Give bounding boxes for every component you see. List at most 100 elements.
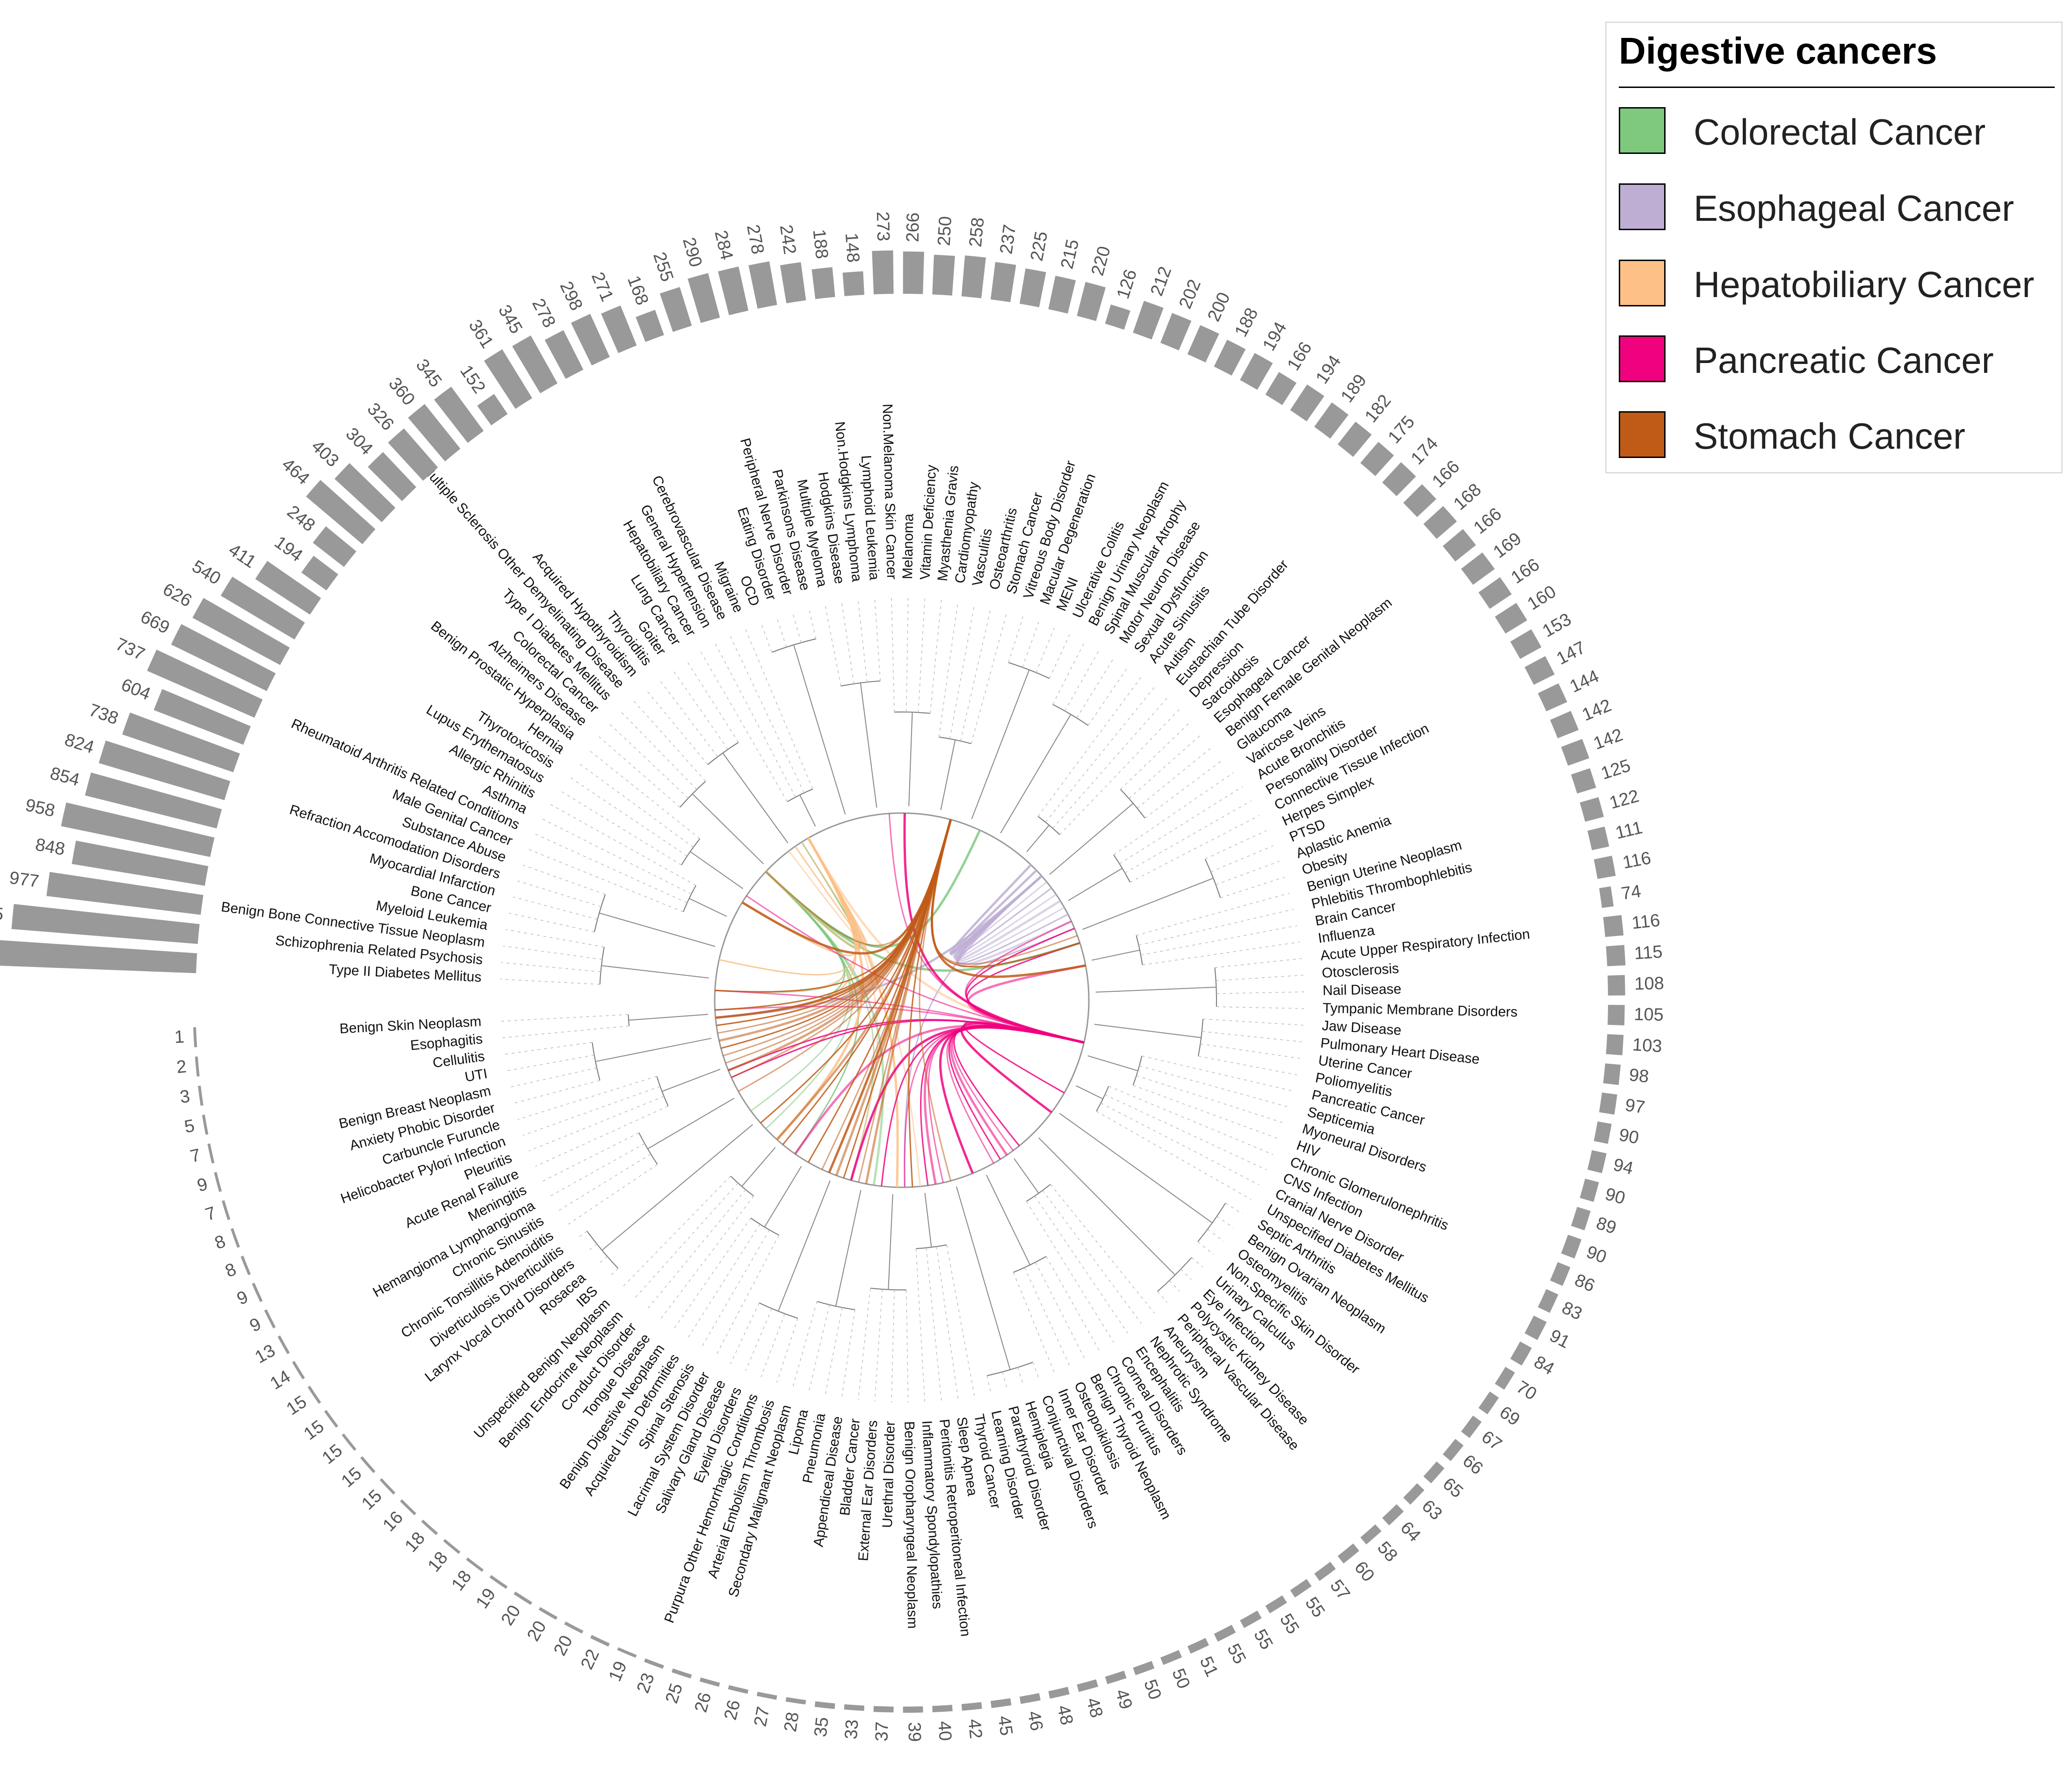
dendrogram-stem: [1076, 1085, 1103, 1099]
count-bar-parkinsons-disease: [718, 266, 749, 315]
count-bar-alzheimers-disease: [306, 480, 376, 545]
count-bar-parathyroid-disorder: [1077, 1679, 1098, 1692]
count-bar-acute-sinusitis: [1314, 402, 1349, 439]
count-bar-thyroiditis: [434, 386, 484, 443]
disease-label-non-melanoma-skin-cancer: Non.Melanoma Skin Cancer: [879, 404, 899, 580]
dendrogram-leaf: [915, 1248, 925, 1402]
dendrogram-stem: [647, 1098, 735, 1149]
count-label-benign-skin-neoplasm: 1: [174, 1027, 185, 1047]
dendrogram-stem: [971, 669, 1030, 820]
dendrogram-stem: [835, 1190, 862, 1307]
count-bar-non-melanoma-skin-cancer: [872, 250, 894, 295]
dendrogram-leaf: [730, 1302, 760, 1365]
count-label-conjunctival-disorders: 50: [1140, 1677, 1165, 1702]
disease-label-tympanic-membrane-disorders: Tympanic Membrane Disorders: [1322, 1001, 1517, 1020]
count-bar-acute-renal-failure: [252, 1282, 263, 1302]
count-label-chronic-pruritus: 55: [1250, 1626, 1276, 1653]
dendrogram-leaf: [598, 1256, 608, 1265]
dendrogram-leaf: [509, 1067, 597, 1088]
legend-item-pancreatic: Pancreatic Cancer: [1619, 334, 2058, 385]
count-label-cellulitis: 3: [179, 1086, 191, 1107]
count-bar-hernia: [301, 556, 339, 591]
count-label-benign-thyroid-neoplasm: 55: [1223, 1641, 1250, 1667]
dendrogram-leaf: [1139, 1065, 1290, 1108]
count-label-ibs: 15: [358, 1486, 386, 1514]
dendrogram-leaf: [1203, 1018, 1304, 1026]
count-label-colorectal-cancer: 403: [307, 436, 342, 471]
count-bar-benign-digestive-neoplasm: [489, 1575, 508, 1589]
count-bar-septic-arthritis: [1495, 1366, 1515, 1390]
count-bar-benign-breast-neoplasm: [207, 1143, 215, 1164]
count-bar-eustachian-tube-disorder: [1360, 442, 1394, 476]
chord-colorectal-cancer-to-hepatobiliary-cancer: [765, 837, 863, 949]
count-label-myasthenia-gravis: 258: [966, 217, 988, 248]
count-bar-lupus-erythematosus: [220, 576, 305, 640]
count-bar-rheumatoid-arthritis-related-conditions: [147, 649, 263, 718]
legend-label-esophageal: Esophageal Cancer: [1694, 188, 2014, 229]
count-bar-carbuncle-furuncle: [222, 1200, 231, 1221]
dendrogram-leaf: [672, 1218, 751, 1331]
legend: Digestive cancers Colorectal Cancer Esop…: [1605, 22, 2063, 473]
count-bar-ulcerative-colitis: [1187, 325, 1219, 363]
dendrogram-leaf: [825, 605, 841, 686]
dendrogram-leaf: [949, 604, 975, 739]
dendrogram-stem: [1049, 803, 1134, 875]
count-label-refraction-accomodation-disorders: 824: [62, 730, 96, 757]
dendrogram-leaf: [825, 1307, 843, 1396]
count-label-cerebrovascular-disease: 298: [556, 278, 586, 313]
count-label-thyroiditis: 345: [412, 356, 446, 391]
count-label-diverticulosis-diverticulitis: 15: [300, 1417, 328, 1444]
count-bar-tympanic-membrane-disorders: [1608, 1005, 1625, 1025]
dendrogram-leaf: [1052, 698, 1168, 829]
count-label-larynx-vocal-chord-disorders: 15: [319, 1440, 346, 1468]
count-bar-stomach-cancer: [1077, 282, 1106, 321]
dendrogram-stem: [692, 793, 764, 865]
count-label-thyroid-cancer: 46: [1024, 1709, 1047, 1732]
count-label-chronic-sinusitis: 14: [267, 1366, 294, 1394]
dendrogram-leaf: [621, 712, 697, 790]
dendrogram-leaf: [1216, 974, 1304, 981]
count-bar-male-genital-cancer: [153, 689, 251, 745]
count-bar-aneurysm: [1337, 1543, 1360, 1564]
count-label-conduct-disorder: 18: [424, 1548, 452, 1576]
count-bar-bladder-cancer: [814, 1701, 835, 1709]
dendrogram-leaf: [745, 629, 813, 789]
dendrogram-leaf: [529, 1096, 664, 1151]
dendrogram-leaf: [841, 602, 855, 684]
dendrogram-leaf: [1191, 1257, 1203, 1268]
dendrogram-stem: [1082, 878, 1214, 930]
dendrogram-leaf: [501, 962, 601, 973]
count-bar-hepatobiliary-cancer: [512, 335, 558, 393]
dendrogram-leaf: [1215, 958, 1302, 968]
chord-stomach-cancer-to-obesity: [931, 819, 1080, 968]
count-label-glaucoma: 169: [1490, 529, 1525, 562]
count-label-eustachian-tube-disorder: 175: [1384, 412, 1419, 447]
count-label-alzheimers-disease: 464: [278, 454, 313, 488]
count-bar-goiter: [477, 394, 508, 426]
count-label-benign-oropharyngeal-neoplasm: 39: [904, 1722, 924, 1742]
count-bar-vitreous-body-disorder: [1105, 304, 1130, 330]
count-bar-benign-skin-neoplasm: [193, 1027, 197, 1047]
count-label-migraine: 271: [587, 269, 617, 305]
dendrogram-leaf: [1145, 758, 1224, 819]
dendrogram-leaf: [503, 1042, 593, 1055]
dendrogram-leaf: [946, 1244, 975, 1396]
dendrogram-leaf: [1026, 1201, 1114, 1343]
dendrogram-leaf: [1045, 687, 1155, 822]
dendrogram-stem: [940, 740, 956, 810]
dendrogram-leaf: [1130, 815, 1260, 883]
dendrogram-leaf: [874, 1289, 883, 1402]
count-label-esophageal-cancer: 168: [1450, 480, 1485, 514]
count-bar-myoneural-disorders: [1571, 1207, 1591, 1230]
count-bar-septicemia: [1579, 1178, 1599, 1202]
count-bar-glaucoma: [1461, 552, 1495, 585]
count-bar-cranial-nerve-disorder: [1524, 1316, 1547, 1340]
dendrogram-leaf: [938, 602, 958, 737]
dendrogram-leaf: [506, 929, 604, 948]
dendrogram-leaf: [503, 945, 602, 960]
chord-hepatobiliary-cancer-to-type-ii-diabetes-mellitus: [715, 837, 856, 993]
count-label-hemiplegia: 49: [1111, 1687, 1136, 1712]
dendrogram-stem: [888, 1194, 893, 1290]
dendrogram-stem: [1026, 825, 1050, 852]
count-label-personality-disorder: 153: [1539, 610, 1575, 641]
